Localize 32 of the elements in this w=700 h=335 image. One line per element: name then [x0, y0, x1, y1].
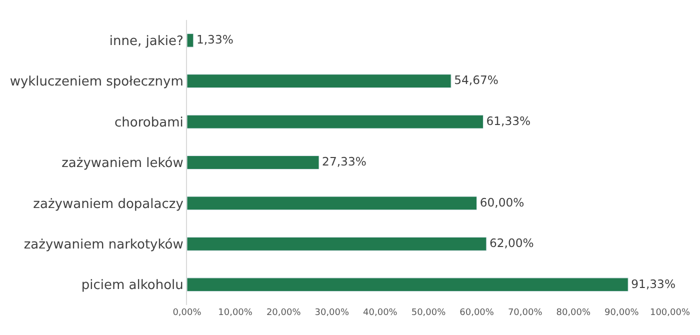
y-tick-label: wykluczeniem społecznym: [10, 74, 184, 90]
y-tick-label: zażywaniem dopalaczy: [33, 196, 184, 212]
data-label: 27,33%: [322, 154, 366, 169]
bar: [187, 74, 452, 88]
x-tick-label: 30,00%: [314, 308, 350, 318]
bar: [187, 196, 478, 210]
x-tick-label: 10,00%: [218, 308, 253, 318]
y-tick-label: chorobami: [114, 115, 184, 130]
y-tick-label: zażywaniem leków: [62, 156, 184, 172]
x-tick-label: 70,00%: [508, 308, 543, 318]
x-tick-label: 100,00%: [650, 308, 690, 318]
bar: [187, 278, 628, 292]
bar: [187, 33, 194, 48]
data-label: 91,33%: [631, 276, 676, 291]
x-tick-label: 90,00%: [604, 308, 640, 318]
y-tick-label: zażywaniem narkotyków: [24, 237, 184, 252]
x-tick-label: 0,00%: [172, 308, 202, 318]
data-label: 62,00%: [490, 236, 534, 250]
x-tick-label: 60,00%: [460, 308, 494, 318]
data-label: 54,67%: [454, 73, 498, 88]
data-label: 1,33%: [196, 32, 234, 46]
y-tick-label: piciem alkoholu: [81, 278, 184, 294]
x-tick-label: 40,00%: [363, 308, 398, 318]
x-tick-label: 80,00%: [556, 308, 591, 318]
data-label: 60,00%: [480, 195, 524, 210]
data-label: 61,33%: [486, 114, 531, 128]
bar: [187, 236, 487, 251]
y-tick-label: inne, jakie?: [109, 34, 184, 49]
bar: [187, 156, 320, 170]
x-tick-label: 50,00%: [411, 308, 446, 318]
x-tick-label: 20,00%: [266, 308, 302, 318]
bar: [187, 114, 484, 129]
